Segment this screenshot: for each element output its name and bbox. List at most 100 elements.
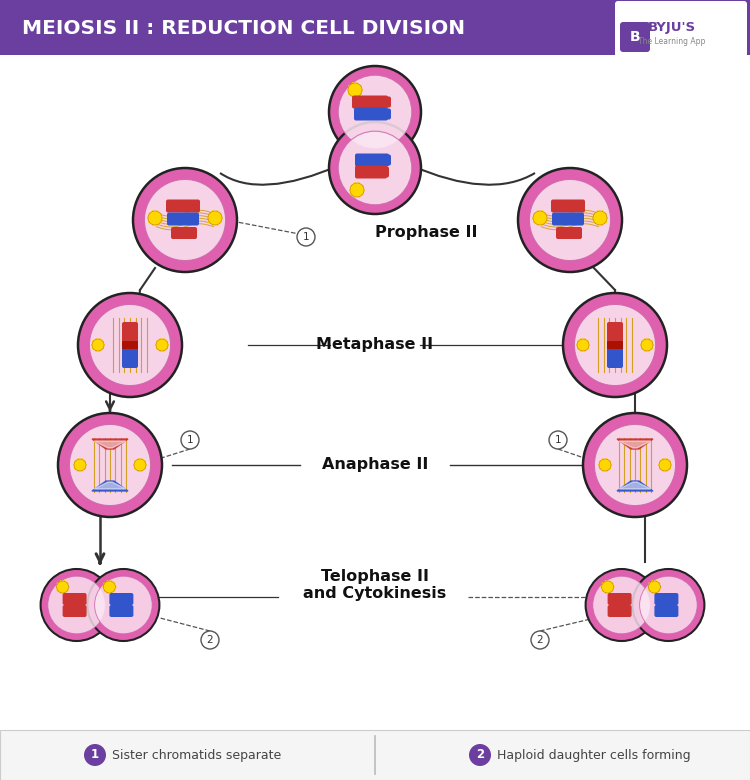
FancyBboxPatch shape	[110, 593, 134, 605]
FancyBboxPatch shape	[166, 200, 200, 212]
FancyBboxPatch shape	[607, 322, 623, 348]
Text: Metaphase II: Metaphase II	[316, 338, 434, 353]
FancyBboxPatch shape	[608, 605, 631, 617]
Text: 1: 1	[91, 749, 99, 761]
Circle shape	[583, 413, 687, 517]
FancyBboxPatch shape	[62, 593, 86, 605]
Circle shape	[70, 424, 151, 505]
Circle shape	[78, 293, 182, 397]
Circle shape	[104, 581, 116, 593]
FancyBboxPatch shape	[367, 108, 391, 119]
Circle shape	[134, 459, 146, 471]
Circle shape	[518, 168, 622, 272]
FancyBboxPatch shape	[563, 200, 585, 211]
FancyBboxPatch shape	[365, 97, 391, 108]
Circle shape	[145, 179, 226, 261]
Circle shape	[156, 339, 168, 351]
Circle shape	[74, 459, 86, 471]
Polygon shape	[617, 481, 653, 491]
Circle shape	[632, 569, 704, 641]
FancyBboxPatch shape	[367, 166, 389, 178]
Text: Haploid daughter cells forming: Haploid daughter cells forming	[497, 749, 691, 761]
Text: Prophase II: Prophase II	[375, 225, 478, 239]
Circle shape	[599, 459, 611, 471]
Circle shape	[338, 75, 412, 149]
Circle shape	[92, 339, 104, 351]
FancyBboxPatch shape	[62, 605, 86, 617]
Polygon shape	[94, 441, 126, 448]
FancyBboxPatch shape	[655, 605, 679, 617]
Text: MEIOSIS II : REDUCTION CELL DIVISION: MEIOSIS II : REDUCTION CELL DIVISION	[22, 19, 465, 37]
Text: Telophase II
and Cytokinesis: Telophase II and Cytokinesis	[303, 569, 447, 601]
Circle shape	[40, 569, 112, 641]
Text: B: B	[630, 30, 640, 44]
Circle shape	[659, 459, 671, 471]
FancyBboxPatch shape	[607, 342, 623, 368]
FancyBboxPatch shape	[0, 730, 750, 780]
Circle shape	[533, 211, 547, 225]
Circle shape	[148, 211, 162, 225]
Text: BYJU'S: BYJU'S	[648, 22, 696, 34]
FancyBboxPatch shape	[607, 341, 623, 349]
Circle shape	[338, 131, 412, 205]
Circle shape	[602, 581, 613, 593]
FancyBboxPatch shape	[352, 95, 388, 108]
Text: Anaphase II: Anaphase II	[322, 458, 428, 473]
FancyBboxPatch shape	[608, 593, 631, 605]
Text: 1: 1	[555, 435, 561, 445]
FancyBboxPatch shape	[620, 22, 650, 52]
Circle shape	[58, 413, 162, 517]
FancyBboxPatch shape	[178, 200, 200, 211]
Polygon shape	[617, 439, 653, 449]
Circle shape	[329, 122, 421, 214]
FancyBboxPatch shape	[0, 0, 750, 55]
Circle shape	[593, 211, 607, 225]
Circle shape	[595, 424, 676, 505]
Text: 2: 2	[207, 635, 213, 645]
FancyBboxPatch shape	[563, 214, 583, 225]
Circle shape	[563, 293, 667, 397]
FancyBboxPatch shape	[552, 212, 584, 225]
FancyBboxPatch shape	[355, 165, 387, 179]
Text: 1: 1	[303, 232, 309, 242]
Circle shape	[297, 228, 315, 246]
Polygon shape	[619, 441, 651, 448]
Text: 2: 2	[537, 635, 543, 645]
Circle shape	[329, 66, 421, 158]
FancyBboxPatch shape	[171, 227, 197, 239]
Circle shape	[181, 431, 199, 449]
FancyBboxPatch shape	[167, 212, 199, 225]
Circle shape	[48, 576, 106, 634]
FancyBboxPatch shape	[551, 200, 585, 212]
Circle shape	[592, 576, 650, 634]
FancyBboxPatch shape	[178, 214, 198, 225]
Circle shape	[469, 744, 491, 766]
Circle shape	[88, 569, 160, 641]
Circle shape	[84, 744, 106, 766]
Circle shape	[89, 304, 170, 385]
Circle shape	[641, 339, 653, 351]
Circle shape	[577, 339, 589, 351]
FancyBboxPatch shape	[354, 108, 388, 120]
Polygon shape	[92, 481, 128, 491]
FancyBboxPatch shape	[655, 593, 679, 605]
Text: Sister chromatids separate: Sister chromatids separate	[112, 749, 281, 761]
Circle shape	[649, 581, 661, 593]
Circle shape	[94, 576, 152, 634]
Polygon shape	[619, 482, 651, 489]
FancyBboxPatch shape	[122, 341, 138, 349]
FancyBboxPatch shape	[122, 342, 138, 368]
Circle shape	[574, 304, 656, 385]
FancyBboxPatch shape	[556, 227, 582, 239]
FancyBboxPatch shape	[615, 1, 747, 57]
Circle shape	[640, 576, 698, 634]
Polygon shape	[92, 439, 128, 449]
Polygon shape	[94, 482, 126, 489]
FancyBboxPatch shape	[355, 154, 389, 166]
Circle shape	[531, 631, 549, 649]
Circle shape	[586, 569, 658, 641]
Circle shape	[133, 168, 237, 272]
FancyBboxPatch shape	[122, 322, 138, 348]
Circle shape	[530, 179, 610, 261]
Circle shape	[56, 581, 68, 593]
